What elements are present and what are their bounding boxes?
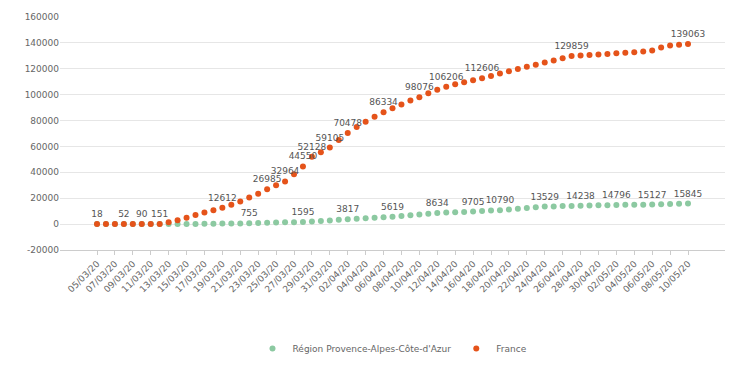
svg-text:52128: 52128 <box>298 142 327 152</box>
svg-text:5619: 5619 <box>381 202 404 212</box>
svg-text:9705: 9705 <box>462 197 485 207</box>
svg-text:22/04/20: 22/04/20 <box>496 259 532 295</box>
svg-text:09/03/20: 09/03/20 <box>102 259 138 295</box>
svg-text:12612: 12612 <box>208 193 237 203</box>
svg-text:40000: 40000 <box>30 167 59 177</box>
svg-text:151: 151 <box>151 209 168 219</box>
svg-text:60000: 60000 <box>30 142 59 152</box>
svg-text:24/04/20: 24/04/20 <box>514 259 550 295</box>
svg-text:139063: 139063 <box>671 29 705 39</box>
svg-text:140000: 140000 <box>25 38 60 48</box>
svg-text:15127: 15127 <box>638 190 667 200</box>
svg-text:26/04/20: 26/04/20 <box>532 259 568 295</box>
svg-text:06/05/20: 06/05/20 <box>621 259 657 295</box>
svg-text:25/03/20: 25/03/20 <box>245 259 281 295</box>
svg-text:52: 52 <box>118 209 129 219</box>
svg-text:10/04/20: 10/04/20 <box>388 259 424 295</box>
svg-text:19/03/20: 19/03/20 <box>191 259 227 295</box>
svg-text:1595: 1595 <box>291 207 314 217</box>
svg-text:29/03/20: 29/03/20 <box>281 259 317 295</box>
svg-text:23/03/20: 23/03/20 <box>227 259 263 295</box>
svg-text:16/04/20: 16/04/20 <box>442 259 478 295</box>
svg-text:15/03/20: 15/03/20 <box>155 259 191 295</box>
svg-text:31/03/20: 31/03/20 <box>299 259 335 295</box>
svg-text:14238: 14238 <box>566 191 595 201</box>
svg-text:11/03/20: 11/03/20 <box>120 259 156 295</box>
svg-text:112606: 112606 <box>465 63 500 73</box>
svg-text:90: 90 <box>136 209 148 219</box>
svg-text:98076: 98076 <box>405 82 434 92</box>
svg-text:10790: 10790 <box>486 195 515 205</box>
svg-text:21/03/20: 21/03/20 <box>209 259 245 295</box>
svg-text:20000: 20000 <box>30 193 59 203</box>
svg-text:18/04/20: 18/04/20 <box>460 259 496 295</box>
svg-text:59105: 59105 <box>315 133 344 143</box>
svg-text:28/04/20: 28/04/20 <box>549 259 585 295</box>
svg-text:755: 755 <box>241 208 258 218</box>
svg-text:8634: 8634 <box>426 198 449 208</box>
svg-text:14796: 14796 <box>602 190 631 200</box>
svg-text:160000: 160000 <box>25 12 60 22</box>
svg-text:07/03/20: 07/03/20 <box>84 259 120 295</box>
svg-text:129859: 129859 <box>554 41 589 51</box>
svg-text:30/04/20: 30/04/20 <box>567 259 603 295</box>
svg-text:02/04/20: 02/04/20 <box>317 259 353 295</box>
svg-text:80000: 80000 <box>30 116 59 126</box>
svg-text:17/03/20: 17/03/20 <box>173 259 209 295</box>
svg-text:26985: 26985 <box>253 174 282 184</box>
svg-text:08/04/20: 08/04/20 <box>370 259 406 295</box>
svg-text:France: France <box>496 344 526 354</box>
svg-text:0: 0 <box>53 219 59 229</box>
svg-text:106206: 106206 <box>429 72 464 82</box>
svg-text:13/03/20: 13/03/20 <box>138 259 174 295</box>
svg-text:13529: 13529 <box>530 192 559 202</box>
svg-text:05/03/20: 05/03/20 <box>66 259 102 295</box>
svg-text:86334: 86334 <box>369 97 398 107</box>
svg-text:100000: 100000 <box>25 90 60 100</box>
svg-text:3817: 3817 <box>336 204 359 214</box>
svg-text:04/05/20: 04/05/20 <box>603 259 639 295</box>
svg-text:120000: 120000 <box>25 64 60 74</box>
svg-text:-20000: -20000 <box>27 245 59 255</box>
svg-text:14/04/20: 14/04/20 <box>424 259 460 295</box>
svg-text:04/04/20: 04/04/20 <box>335 259 371 295</box>
svg-text:02/05/20: 02/05/20 <box>585 259 621 295</box>
svg-text:18: 18 <box>91 209 103 219</box>
svg-text:70478: 70478 <box>333 118 362 128</box>
svg-text:Région Provence-Alpes-Côte-d'A: Région Provence-Alpes-Côte-d'Azur <box>293 344 452 354</box>
svg-text:08/05/20: 08/05/20 <box>639 259 675 295</box>
svg-text:32964: 32964 <box>271 166 300 176</box>
svg-text:15845: 15845 <box>674 189 703 199</box>
svg-text:06/04/20: 06/04/20 <box>352 259 388 295</box>
svg-text:12/04/20: 12/04/20 <box>406 259 442 295</box>
svg-text:27/03/20: 27/03/20 <box>263 259 299 295</box>
svg-text:20/04/20: 20/04/20 <box>478 259 514 295</box>
svg-text:44550: 44550 <box>289 151 318 161</box>
svg-text:10/05/20: 10/05/20 <box>657 259 693 295</box>
